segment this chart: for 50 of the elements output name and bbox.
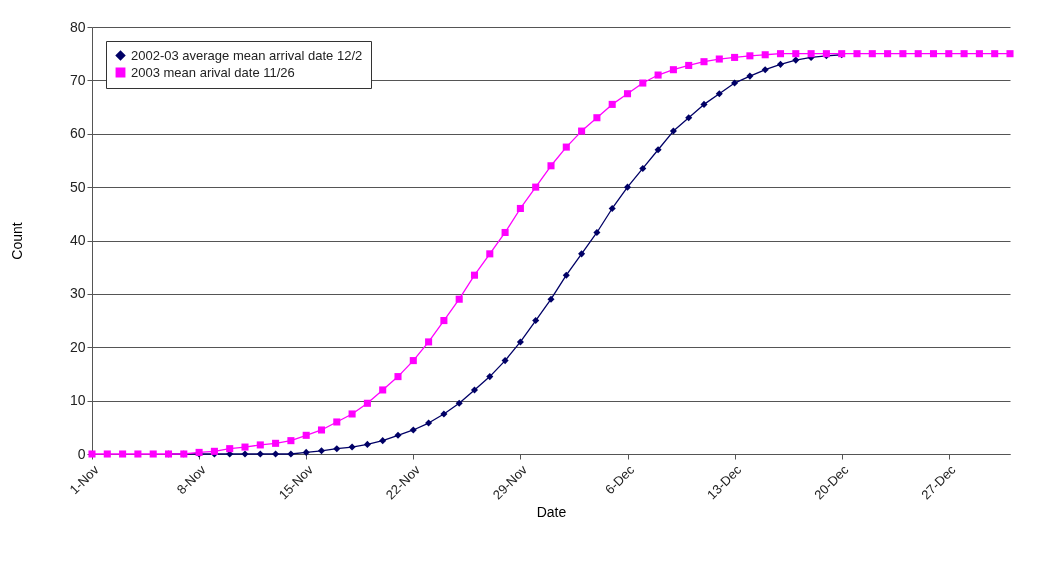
y-tick-label: 60 — [69, 125, 86, 142]
point — [470, 386, 479, 394]
point — [639, 164, 647, 172]
legend-label: 2002-03 average mean arrival date 12/2 — [131, 47, 363, 63]
point — [593, 228, 601, 237]
y-tick-label: 20 — [69, 338, 86, 355]
point — [654, 146, 662, 154]
y-tick-label: 10 — [69, 392, 86, 409]
y-tick-label: 50 — [69, 178, 86, 195]
point — [731, 79, 739, 87]
point — [608, 204, 616, 213]
point — [333, 445, 341, 453]
point — [256, 450, 264, 458]
point — [302, 448, 310, 456]
point — [317, 447, 326, 455]
point — [501, 357, 509, 365]
y-tick-label: 80 — [69, 18, 86, 35]
point — [776, 60, 785, 68]
point — [547, 295, 555, 303]
point — [746, 72, 754, 80]
y-tick-label: 70 — [69, 71, 86, 88]
point — [562, 271, 570, 279]
x-axis-title: Date — [536, 504, 567, 521]
point — [700, 100, 708, 108]
legend-label: 2003 mean arival date 11/26 — [131, 64, 295, 80]
point — [792, 56, 800, 64]
y-tick-label: 0 — [77, 445, 86, 462]
point — [409, 426, 417, 434]
point — [272, 450, 280, 458]
point — [425, 419, 433, 427]
point — [516, 338, 524, 346]
point — [669, 127, 677, 135]
point — [455, 399, 463, 407]
point — [287, 450, 295, 458]
point — [348, 443, 356, 451]
point — [761, 66, 769, 74]
point — [486, 373, 494, 381]
y-tick-label: 40 — [69, 232, 86, 248]
point — [363, 440, 371, 448]
point — [715, 90, 723, 98]
point — [241, 450, 249, 458]
point — [379, 437, 387, 445]
point — [685, 114, 693, 122]
point — [532, 317, 540, 325]
y-axis-title: Count — [8, 222, 25, 260]
point — [440, 410, 448, 418]
point — [623, 183, 632, 191]
point — [394, 431, 402, 439]
point — [578, 250, 586, 258]
y-tick-label: 30 — [69, 285, 86, 302]
